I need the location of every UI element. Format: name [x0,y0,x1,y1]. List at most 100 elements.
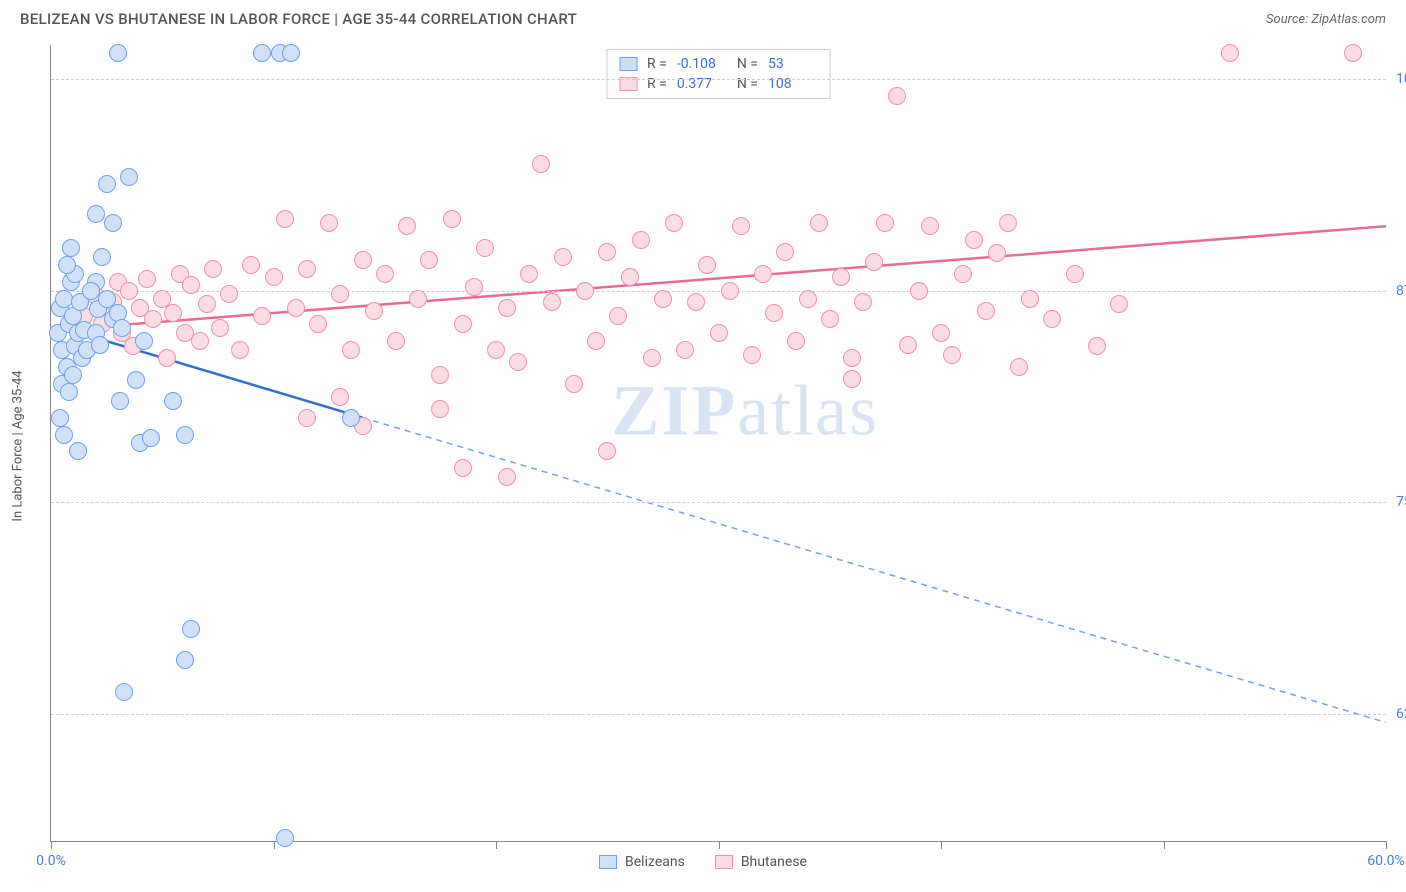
trend-line-extrapolated [363,418,1387,723]
data-point [331,285,349,303]
data-point [1043,310,1061,328]
data-point [698,256,716,274]
data-point [176,426,194,444]
data-point [865,253,883,271]
data-point [109,44,127,62]
data-point [220,285,238,303]
data-point [287,299,305,317]
x-tick [51,841,52,849]
legend-swatch [619,57,637,71]
legend-row: R =-0.108N =53 [619,54,818,74]
correlation-legend: R =-0.108N =53R =0.377N =108 [606,49,831,99]
data-point [58,256,76,274]
data-point [520,265,538,283]
chart-plot-area: ZIPatlas R =-0.108N =53R =0.377N =108 62… [50,45,1386,842]
data-point [55,426,73,444]
source-label: Source: ZipAtlas.com [1266,12,1386,27]
data-point [899,336,917,354]
data-point [687,293,705,311]
gridline [51,502,1386,503]
data-point [743,346,761,364]
data-point [587,332,605,350]
data-point [431,400,449,418]
legend-item: Belizeans [599,854,685,870]
data-point [182,620,200,638]
data-point [498,468,516,486]
data-point [576,282,594,300]
data-point [120,282,138,300]
data-point [93,248,111,266]
data-point [1110,295,1128,313]
data-point [62,239,80,257]
data-point [787,332,805,350]
data-point [454,459,472,477]
data-point [420,251,438,269]
data-point [282,44,300,62]
legend-label: Bhutanese [741,854,807,870]
data-point [298,409,316,427]
data-point [320,214,338,232]
data-point [543,293,561,311]
data-point [253,307,271,325]
y-tick-label: 100.0% [1396,71,1406,87]
data-point [120,168,138,186]
data-point [598,442,616,460]
data-point [111,392,129,410]
data-point [115,683,133,701]
data-point [509,353,527,371]
data-point [127,371,145,389]
data-point [91,336,109,354]
data-point [954,265,972,283]
data-point [665,214,683,232]
data-point [276,829,294,847]
data-point [182,276,200,294]
y-tick-label: 87.5% [1396,283,1406,299]
data-point [732,217,750,235]
data-point [409,290,427,308]
data-point [354,251,372,269]
x-tick [1386,841,1387,849]
data-point [598,243,616,261]
data-point [204,260,222,278]
y-tick-label: 62.5% [1396,706,1406,722]
x-tick [719,841,720,849]
data-point [565,375,583,393]
data-point [64,366,82,384]
data-point [231,341,249,359]
data-point [854,293,872,311]
x-tick-label: 0.0% [36,853,66,869]
data-point [1221,44,1239,62]
legend-swatch [715,855,733,869]
data-point [765,304,783,322]
data-point [476,239,494,257]
data-point [144,310,162,328]
data-point [51,409,69,427]
data-point [498,299,516,317]
data-point [643,349,661,367]
data-point [176,651,194,669]
data-point [1010,358,1028,376]
data-point [443,210,461,228]
data-point [104,214,122,232]
data-point [754,265,772,283]
data-point [721,282,739,300]
data-point [676,341,694,359]
data-point [211,319,229,337]
legend-n-value: 53 [768,56,818,72]
legend-swatch [599,855,617,869]
data-point [554,248,572,266]
data-point [331,388,349,406]
data-point [921,217,939,235]
data-point [965,231,983,249]
data-point [253,44,271,62]
y-tick-label: 75.0% [1396,494,1406,510]
data-point [999,214,1017,232]
watermark-bold: ZIP [611,371,737,451]
data-point [276,210,294,228]
data-point [265,268,283,286]
data-point [621,268,639,286]
data-point [69,442,87,460]
legend-r-label: R = [647,56,667,72]
data-point [710,324,728,342]
watermark: ZIPatlas [611,370,879,453]
